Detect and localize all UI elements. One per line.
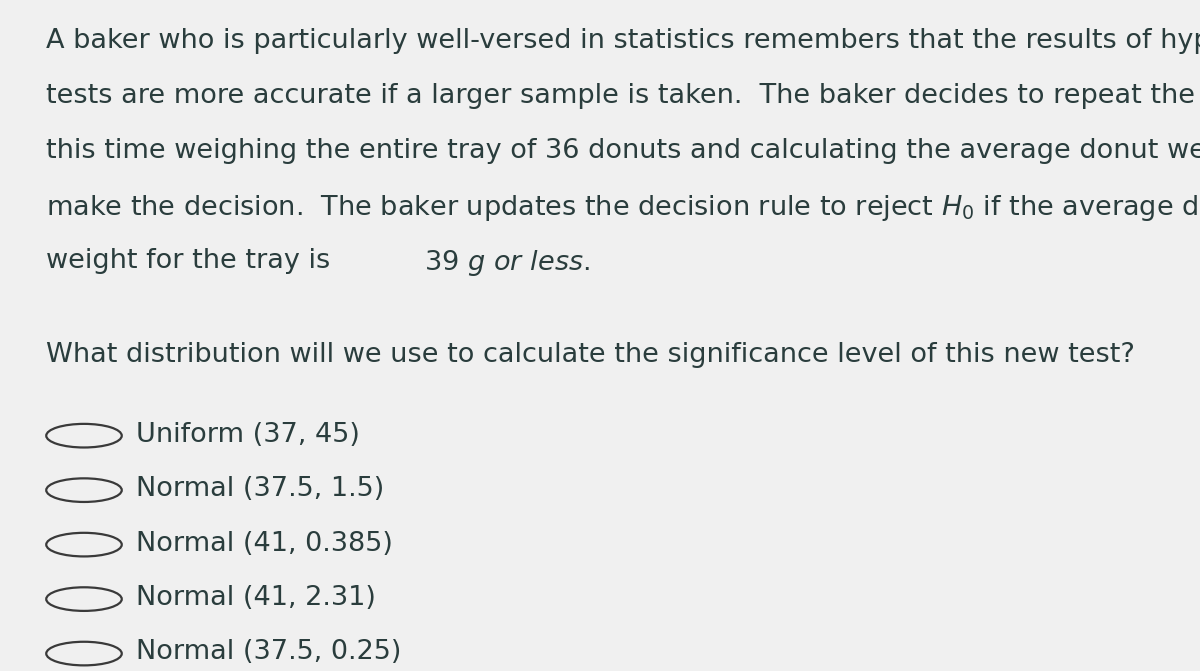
Text: weight for the tray is: weight for the tray is [46,248,338,274]
Text: Normal (37.5, 1.5): Normal (37.5, 1.5) [136,476,384,502]
Text: make the decision.  The baker updates the decision rule to reject $H_0$ if the a: make the decision. The baker updates the… [46,193,1200,223]
Text: What distribution will we use to calculate the significance level of this new te: What distribution will we use to calcula… [46,342,1134,368]
Text: A baker who is particularly well-versed in statistics remembers that the results: A baker who is particularly well-versed … [46,28,1200,54]
Text: $\bf{\mathit{39\ g\ or\ less}}$.: $\bf{\mathit{39\ g\ or\ less}}$. [424,248,589,278]
Text: Normal (37.5, 0.25): Normal (37.5, 0.25) [136,639,402,666]
Text: tests are more accurate if a larger sample is taken.  The baker decides to repea: tests are more accurate if a larger samp… [46,83,1200,109]
Text: Uniform (37, 45): Uniform (37, 45) [136,421,360,448]
Text: Normal (41, 0.385): Normal (41, 0.385) [136,531,394,556]
Text: this time weighing the entire tray of 36 donuts and calculating the average donu: this time weighing the entire tray of 36… [46,138,1200,164]
Text: Normal (41, 2.31): Normal (41, 2.31) [136,585,376,611]
